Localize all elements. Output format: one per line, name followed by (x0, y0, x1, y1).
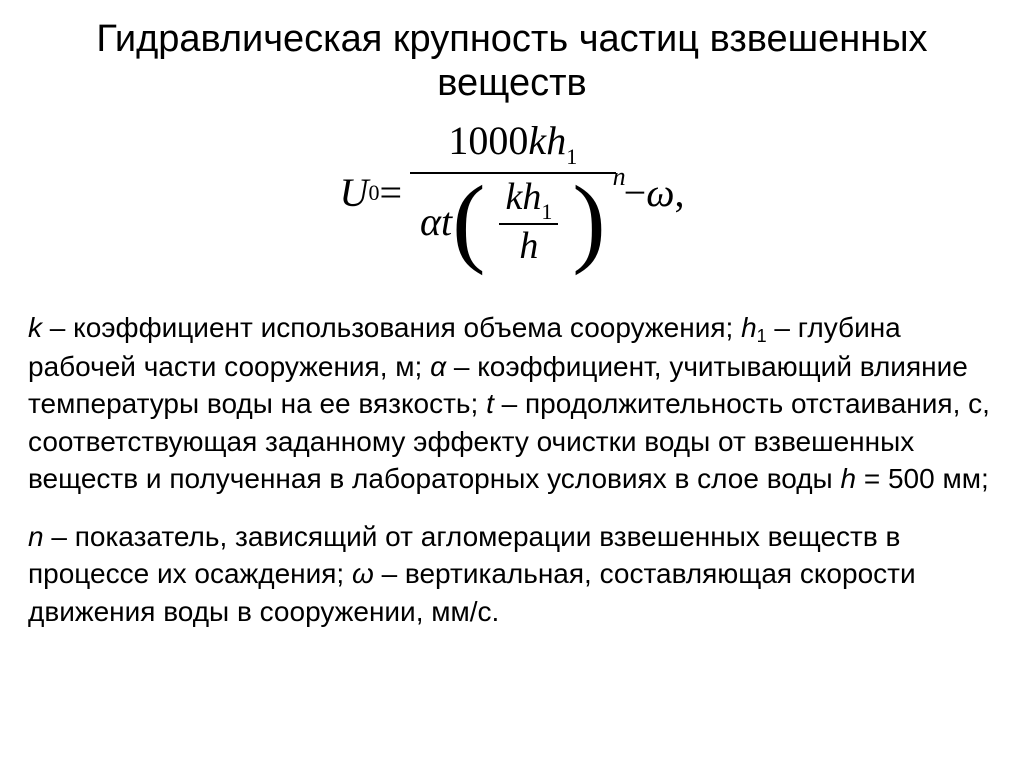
num-h: h (546, 118, 566, 163)
den-t: t (441, 202, 452, 242)
num-coeff: 1000 (448, 118, 528, 163)
right-paren-icon: ) (572, 165, 605, 276)
def-h-var: h (840, 463, 856, 494)
def-alpha-var: α (430, 351, 446, 382)
page-title: Гидравлическая крупность частиц взвешенн… (28, 18, 996, 105)
equals-sign: = (379, 169, 402, 216)
def-n-var: n (28, 521, 44, 552)
omega-var: ω (646, 169, 674, 216)
denominator: αt ( kh1 h ) n (410, 174, 616, 267)
main-fraction: 1000kh1 αt ( kh1 h (410, 119, 616, 266)
num-k: k (528, 118, 546, 163)
main-formula: U0 = 1000kh1 αt ( kh1 h (28, 119, 996, 266)
minus-sign: − (624, 169, 647, 216)
def-h1-sub: 1 (757, 326, 767, 346)
lhs-var: U (340, 169, 369, 216)
def-t-var: t (486, 388, 494, 419)
trailing-comma: , (674, 169, 684, 216)
definitions-block-2: n – показатель, зависящий от агломерации… (28, 518, 996, 631)
inner-fraction: kh1 h (499, 178, 558, 267)
paren-group: ( kh1 h ) n (452, 178, 606, 267)
inner-h-sub: 1 (541, 199, 552, 224)
def-k-var: k (28, 312, 42, 343)
den-alpha: α (420, 202, 441, 242)
left-paren-icon: ( (452, 165, 485, 276)
exponent-n: n (613, 164, 626, 190)
inner-den-h: h (519, 225, 538, 267)
inner-h: h (522, 176, 541, 218)
def-omega-var: ω (352, 558, 374, 589)
inner-k: k (505, 176, 522, 218)
def-h1-var: h (741, 312, 757, 343)
def-k-text: – коэффициент использования объема соору… (42, 312, 741, 343)
def-h-eq: = 500 мм; (856, 463, 989, 494)
lhs-sub: 0 (368, 180, 379, 206)
definitions-block-1: k – коэффициент использования объема соо… (28, 309, 996, 498)
